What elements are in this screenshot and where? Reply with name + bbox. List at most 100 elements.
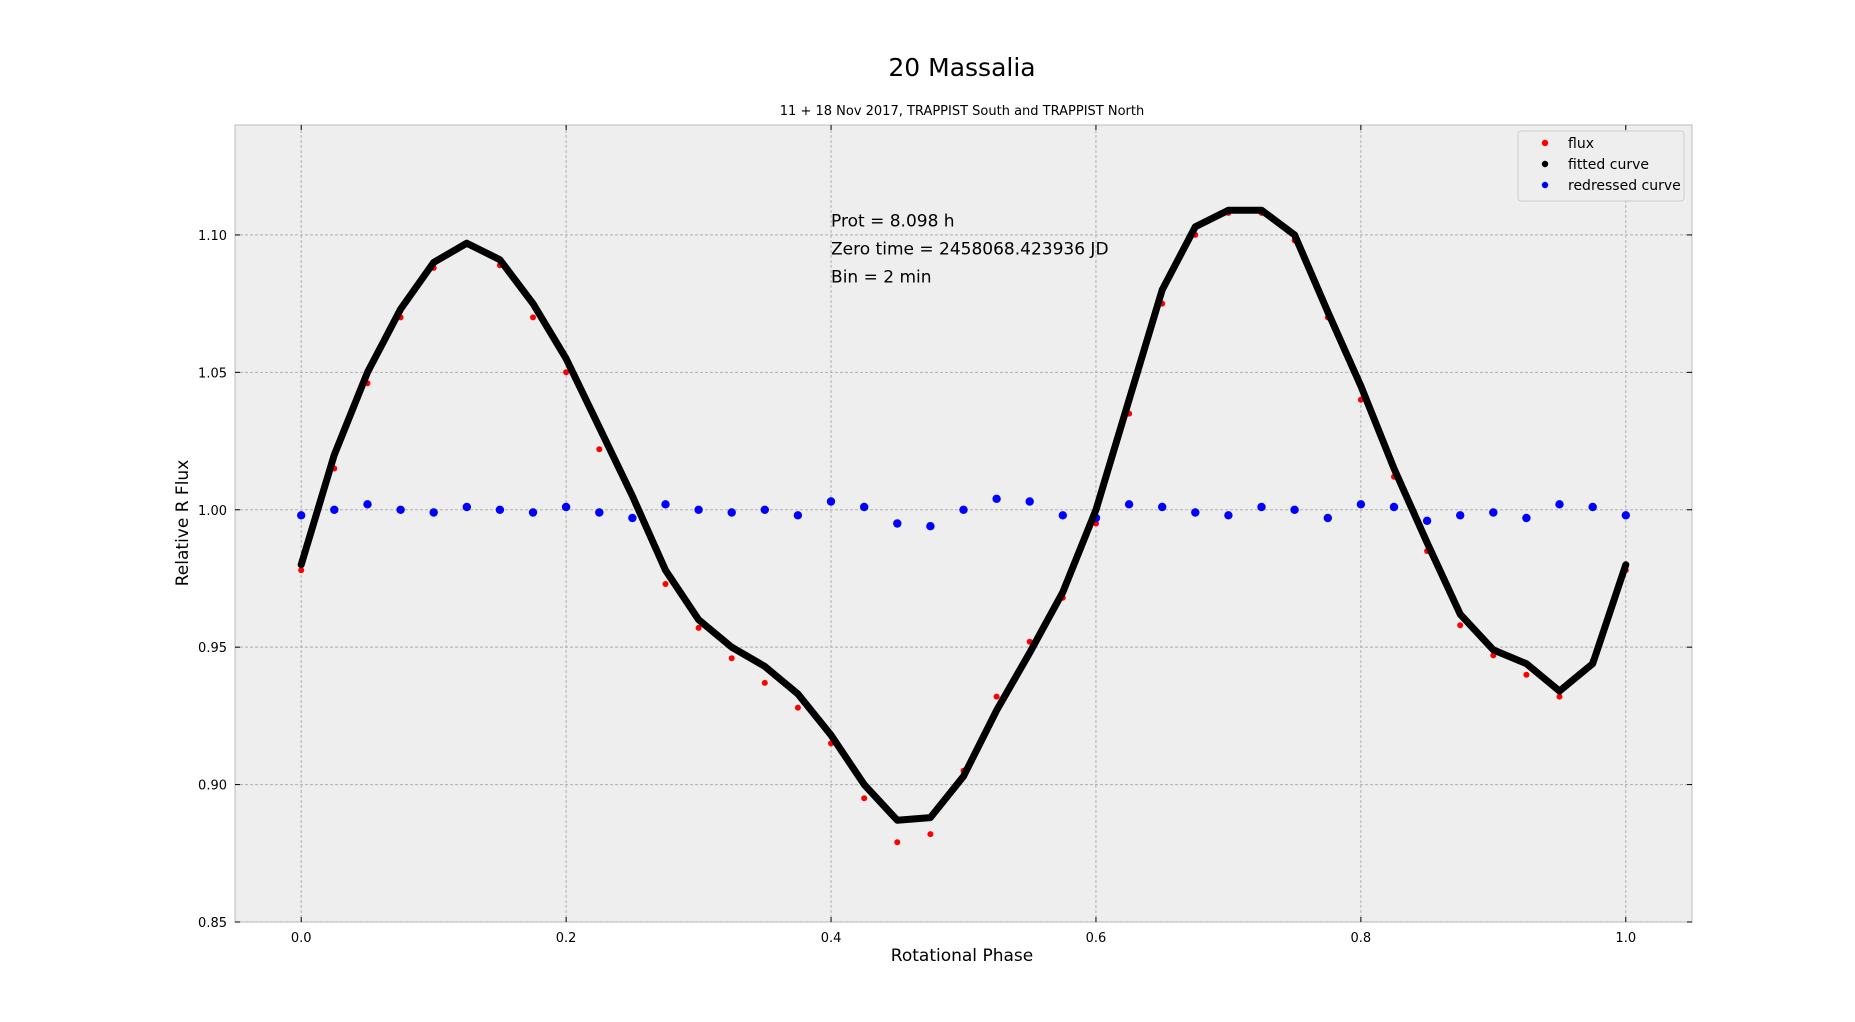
data-point bbox=[662, 567, 669, 574]
data-point bbox=[1457, 622, 1464, 629]
data-point bbox=[1490, 646, 1497, 653]
y-axis-label: Relative R Flux bbox=[173, 460, 193, 587]
data-point bbox=[563, 355, 570, 362]
data-point bbox=[1456, 511, 1465, 520]
y-tick-label: 1.05 bbox=[198, 366, 227, 381]
data-point bbox=[330, 505, 339, 514]
data-point bbox=[1422, 516, 1432, 525]
data-point bbox=[992, 494, 1001, 503]
data-point bbox=[959, 505, 968, 514]
legend-marker bbox=[1541, 160, 1549, 168]
data-point bbox=[1225, 207, 1232, 214]
data-point bbox=[530, 300, 536, 307]
data-point bbox=[1257, 502, 1266, 512]
data-point bbox=[695, 616, 702, 623]
data-point bbox=[926, 522, 935, 531]
data-point bbox=[1025, 497, 1034, 506]
y-tick-label: 0.95 bbox=[198, 641, 227, 656]
series-redressed-curve bbox=[297, 494, 1631, 531]
data-point bbox=[1323, 513, 1333, 523]
data-point bbox=[1356, 500, 1366, 509]
data-point bbox=[462, 502, 471, 512]
data-point bbox=[298, 567, 305, 574]
data-point bbox=[1523, 660, 1530, 667]
x-tick-label: 0.8 bbox=[1351, 931, 1372, 946]
legend-marker bbox=[1541, 181, 1549, 189]
legend-entry: fitted curve bbox=[1568, 157, 1649, 173]
x-tick-label: 1.0 bbox=[1615, 931, 1636, 946]
data-point bbox=[927, 831, 934, 838]
annotation-line: Zero time = 2458068.423936 JD bbox=[831, 240, 1109, 260]
data-point bbox=[1589, 660, 1596, 667]
series-fitted-curve bbox=[297, 206, 1630, 824]
data-point bbox=[1192, 223, 1199, 230]
data-point bbox=[828, 732, 834, 739]
data-point bbox=[662, 581, 669, 587]
data-point bbox=[1026, 649, 1033, 656]
data-point bbox=[1389, 502, 1399, 512]
grid bbox=[235, 125, 1692, 923]
data-point bbox=[1357, 383, 1364, 390]
legend-marker bbox=[1541, 139, 1549, 147]
plot-area bbox=[234, 124, 1693, 923]
x-axis-label: Rotational Phase bbox=[891, 946, 1033, 966]
data-point bbox=[893, 519, 902, 528]
data-point bbox=[561, 502, 571, 512]
data-point bbox=[563, 369, 570, 376]
data-point bbox=[993, 707, 1000, 714]
data-point bbox=[728, 644, 735, 651]
data-point bbox=[463, 240, 470, 247]
data-point bbox=[927, 814, 934, 821]
data-point bbox=[694, 505, 703, 514]
data-point bbox=[363, 500, 372, 509]
annotation-line: Bin = 2 min bbox=[831, 268, 932, 288]
data-point bbox=[794, 704, 801, 711]
x-tick-label: 0.6 bbox=[1086, 931, 1107, 946]
data-point bbox=[1523, 671, 1530, 678]
y-tick-label: 0.90 bbox=[198, 779, 227, 794]
data-point bbox=[1621, 511, 1631, 520]
data-point bbox=[1191, 508, 1200, 517]
data-point bbox=[1324, 308, 1331, 315]
data-point bbox=[894, 817, 901, 824]
data-point bbox=[1556, 693, 1563, 700]
legend-entry: flux bbox=[1568, 136, 1594, 152]
y-tick-label: 0.85 bbox=[198, 916, 227, 931]
data-point bbox=[1622, 561, 1629, 568]
data-point bbox=[1126, 396, 1133, 403]
data-point bbox=[760, 505, 769, 514]
data-point bbox=[596, 424, 603, 431]
data-point bbox=[1124, 500, 1134, 509]
data-point bbox=[727, 508, 736, 517]
y-tick-label: 1.00 bbox=[198, 504, 227, 519]
data-point bbox=[1555, 500, 1564, 509]
x-axis: 0.0 0.2 0.4 0.6 0.8 1.0 bbox=[291, 125, 1636, 946]
data-point bbox=[628, 513, 637, 523]
data-point bbox=[861, 795, 868, 802]
data-point bbox=[860, 502, 869, 512]
legend-entry: redressed curve bbox=[1568, 178, 1681, 194]
data-point bbox=[1522, 513, 1531, 523]
y-axis: 0.85 0.90 0.95 1.00 1.05 1.10 bbox=[198, 229, 1692, 931]
data-point bbox=[728, 655, 735, 662]
annotation-block: Prot = 8.098 h Zero time = 2458068.423936… bbox=[831, 212, 1109, 288]
legend: flux fitted curve redressed curve bbox=[1517, 130, 1685, 202]
legend-frame bbox=[1517, 130, 1685, 202]
data-point bbox=[1058, 511, 1068, 520]
data-point bbox=[629, 493, 636, 499]
series-layer bbox=[297, 206, 1631, 846]
data-point bbox=[495, 505, 505, 514]
y-tick-label: 1.10 bbox=[198, 229, 227, 244]
data-point bbox=[1291, 231, 1298, 238]
data-point bbox=[397, 306, 404, 313]
data-point bbox=[530, 314, 536, 321]
data-point bbox=[596, 446, 603, 453]
data-point bbox=[894, 839, 901, 846]
data-point bbox=[993, 693, 1000, 700]
chart-title: 20 Massalia bbox=[888, 53, 1035, 82]
data-point bbox=[331, 451, 338, 458]
data-point bbox=[794, 690, 801, 697]
data-point bbox=[1290, 505, 1299, 514]
data-point bbox=[1556, 688, 1563, 695]
data-point bbox=[1489, 508, 1498, 517]
